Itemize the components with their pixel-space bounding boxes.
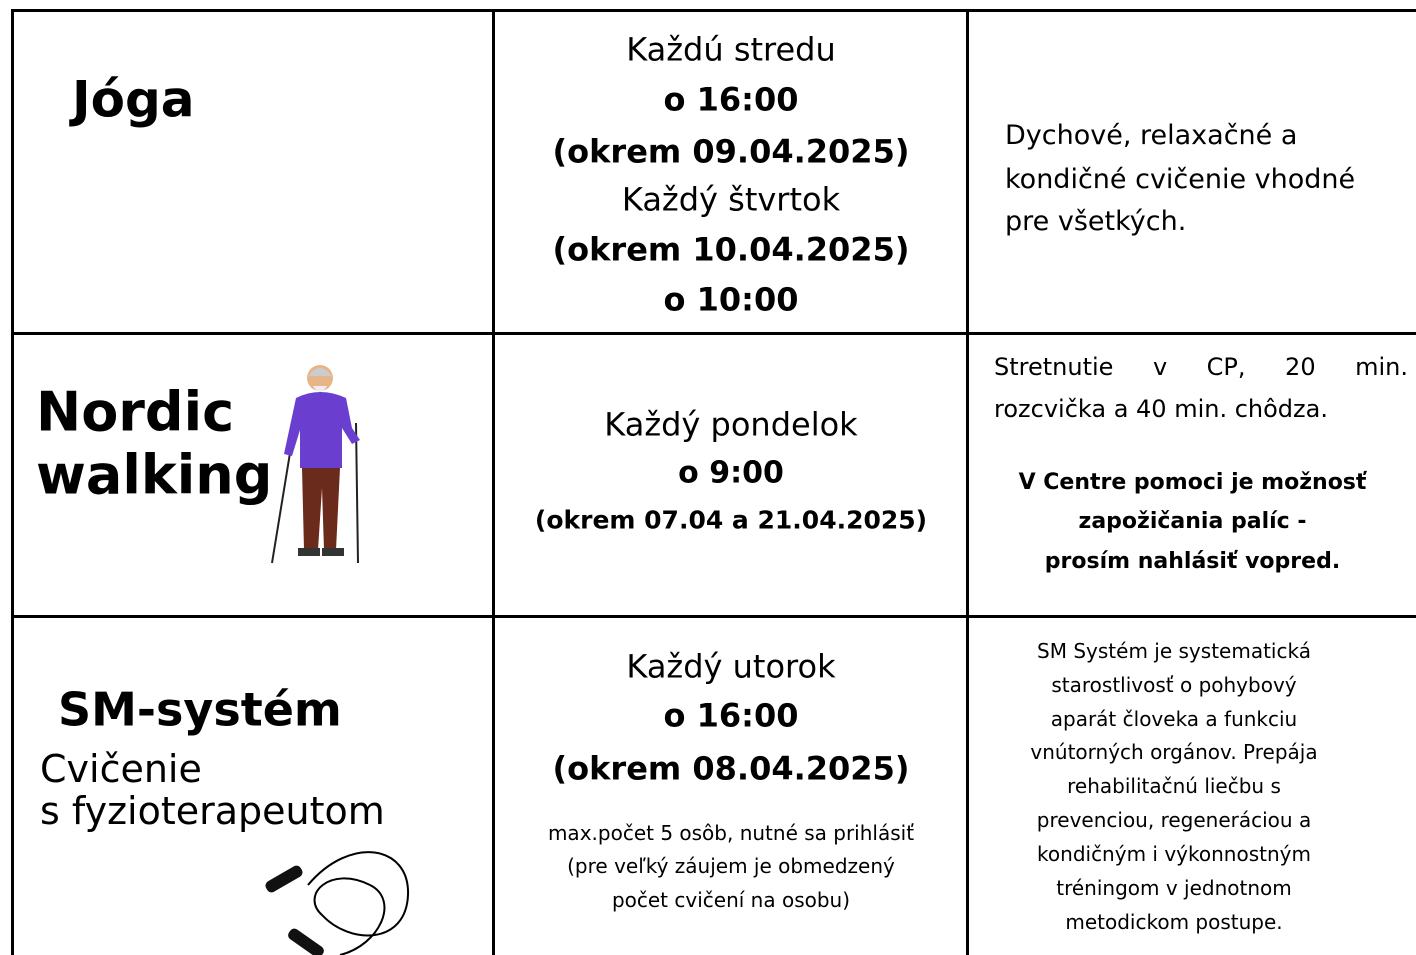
description: aparát človeka a funkciu xyxy=(1050,707,1298,731)
schedule: max.počet 5 osôb, nutné sa prihlásiť xyxy=(547,821,915,845)
description: Stretnutie v CP, 20 min. xyxy=(994,352,1408,381)
schedule: Každú stredu xyxy=(626,30,836,69)
border xyxy=(11,9,14,955)
schedule: (okrem 08.04.2025) xyxy=(552,749,910,788)
schedule: počet cvičení na osobu) xyxy=(611,888,851,912)
description: metodickom postupe. xyxy=(1065,910,1283,934)
walker-illustration xyxy=(271,365,360,564)
description: vnútorných orgánov. Prepája xyxy=(1030,740,1318,764)
schedule: o 16:00 xyxy=(663,80,799,119)
schedule: (okrem 07.04 a 21.04.2025) xyxy=(534,505,928,535)
description: Dychové, relaxačné a xyxy=(1005,120,1298,152)
description: kondičným i výkonnostným xyxy=(1037,842,1311,866)
schedule: Každý utorok xyxy=(626,647,836,686)
schedule: (okrem 10.04.2025) xyxy=(552,230,910,269)
border xyxy=(492,9,495,955)
activity: Cvičenie xyxy=(40,747,202,792)
activity: Jóga xyxy=(72,70,195,129)
schedule: Každý štvrtok xyxy=(621,180,841,219)
description: rozcvička a 40 min. chôdza. xyxy=(994,394,1328,423)
description: pre všetkých. xyxy=(1005,206,1187,238)
schedule: o 9:00 xyxy=(678,455,784,491)
description: zapožičania palíc - xyxy=(1078,508,1307,534)
schedule: o 16:00 xyxy=(663,696,799,735)
schedule: o 10:00 xyxy=(663,280,799,319)
border xyxy=(966,9,969,955)
border xyxy=(11,615,1416,618)
border xyxy=(11,332,1416,335)
jump-rope-illustration xyxy=(265,851,410,955)
description: tréningom v jednotnom xyxy=(1056,876,1292,900)
description: prosím nahlásiť vopred. xyxy=(1044,548,1341,574)
description: prevenciou, regeneráciou a xyxy=(1036,808,1312,832)
description: SM Systém je systematická xyxy=(1037,639,1311,663)
activity: Nordic xyxy=(36,380,235,444)
schedule: (pre veľký záujem je obmedzený xyxy=(567,854,895,878)
description: starostlivosť o pohybový xyxy=(1051,673,1297,697)
schedule: Každý pondelok xyxy=(604,405,858,444)
description: kondičné cvičenie vhodné xyxy=(1005,164,1356,196)
activity: s fyzioterapeutom xyxy=(40,789,385,834)
description: V Centre pomoci je možnosť xyxy=(1018,469,1367,495)
activity: SM-systém xyxy=(58,682,342,737)
schedule: (okrem 09.04.2025) xyxy=(552,132,910,171)
description: rehabilitačnú liečbu s xyxy=(1067,774,1281,798)
activity: walking xyxy=(36,443,273,507)
border xyxy=(11,9,1416,12)
